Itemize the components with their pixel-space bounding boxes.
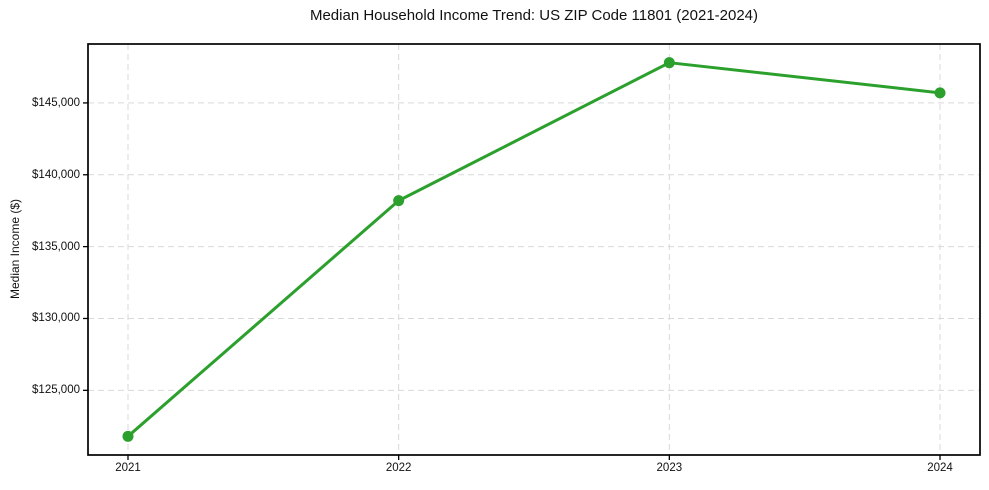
y-tick-label: $145,000	[32, 96, 80, 109]
x-tick-label: 2022	[385, 462, 412, 474]
chart-title: Median Household Income Trend: US ZIP Co…	[309, 7, 759, 24]
trend-line	[126, 61, 942, 438]
data-point-2022	[393, 195, 405, 207]
data-point-2024	[934, 87, 946, 99]
x-tick-label: 2023	[656, 462, 683, 474]
data-point-2023	[663, 57, 675, 69]
plot-frame	[87, 43, 981, 456]
x-tick-label: 2021	[115, 462, 141, 474]
y-tick-label: $140,000	[32, 168, 80, 181]
x-tick-label: 2024	[927, 462, 953, 474]
y-tick-label: $130,000	[32, 312, 80, 325]
y-tick-label: $125,000	[32, 384, 80, 397]
data-point-2021	[122, 430, 134, 442]
y-tick-label: $135,000	[32, 240, 80, 253]
